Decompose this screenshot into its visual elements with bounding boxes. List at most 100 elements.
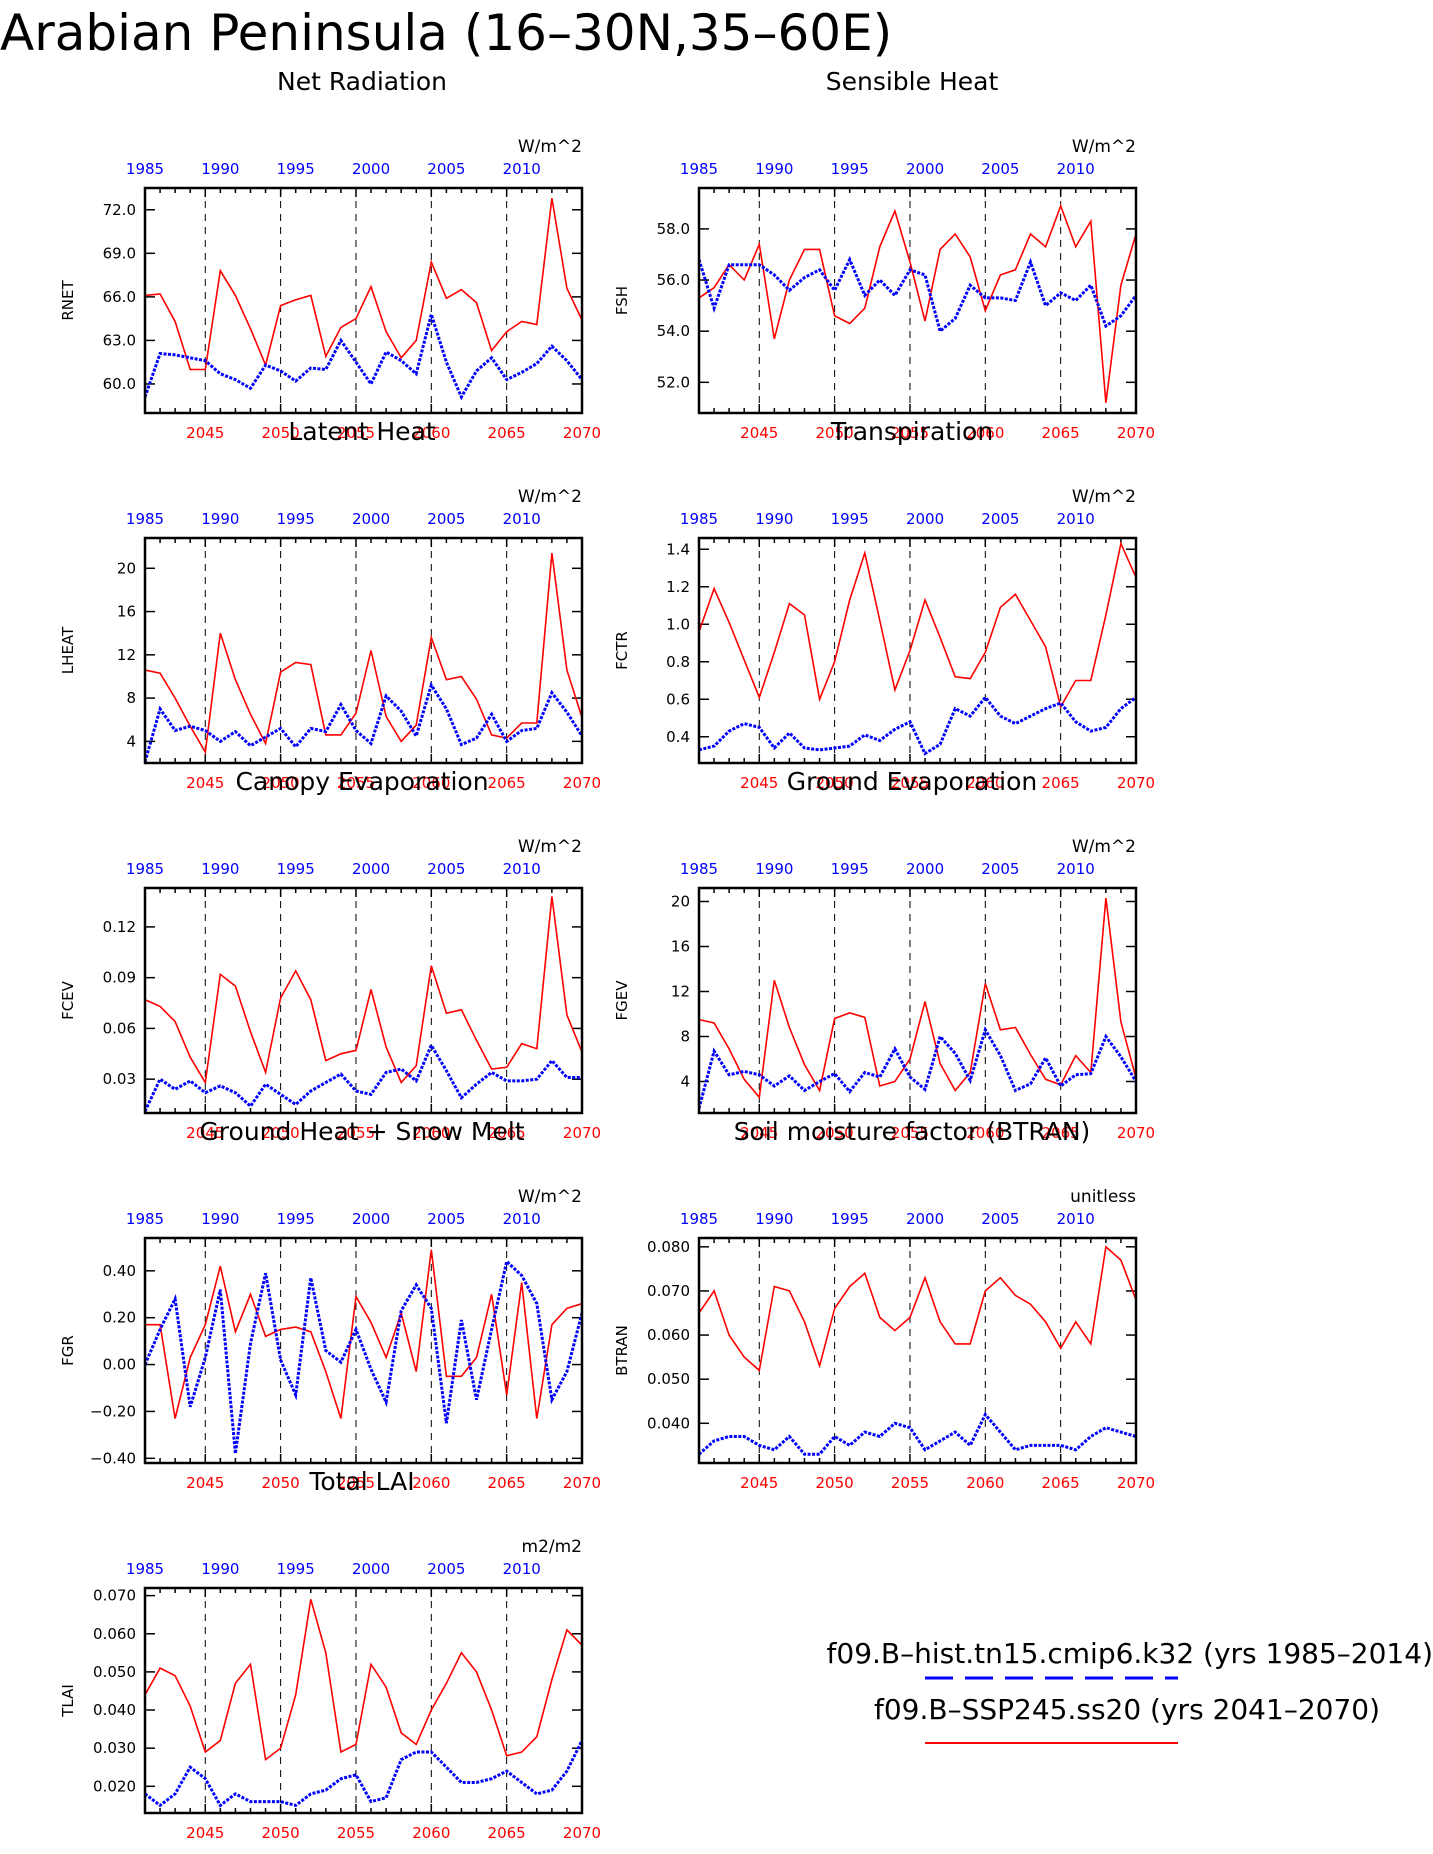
hist-year-tick-label: 2000 [352,860,390,878]
hist-series-line [699,695,1136,756]
hist-year-tick-label: 2010 [1057,1210,1095,1228]
y-axis-label: FCEV [59,980,77,1020]
hist-year-tick-label: 1990 [201,510,239,528]
plot-frame [143,186,584,415]
chart-title: Total LAI [308,1467,414,1496]
future-year-tick-label: 2070 [1117,1124,1155,1142]
y-tick-label: 16 [671,938,690,956]
y-tick-label: −0.20 [90,1402,136,1420]
units-label: W/m^2 [1072,837,1136,857]
hist-year-tick-label: 1990 [201,860,239,878]
hist-year-tick-label: 2010 [1057,160,1095,178]
y-axis-label: LHEAT [59,626,77,674]
future-year-tick-label: 2060 [966,1124,1004,1142]
hist-year-tick-label: 1985 [680,1210,718,1228]
hist-year-tick-label: 2000 [352,510,390,528]
y-axis-label: FCTR [613,631,631,670]
y-tick-label: 0.040 [647,1414,690,1432]
future-year-tick-label: 2060 [966,424,1004,442]
hist-year-tick-label: 2010 [503,510,541,528]
y-tick-label: 0.09 [103,969,136,987]
chart-title: Soil moisture factor (BTRAN) [734,1117,1091,1146]
y-tick-label: 63.0 [103,331,136,349]
plot-frame [697,886,1138,1115]
hist-year-tick-label: 2005 [427,860,465,878]
future-year-tick-label: 2070 [1117,424,1155,442]
hist-year-tick-label: 1985 [126,1210,164,1228]
chart-title: Ground Heat + Snow Melt [199,1117,524,1146]
future-year-tick-label: 2070 [563,774,601,792]
hist-year-tick-label: 2000 [352,1560,390,1578]
future-series-line [699,541,1136,709]
hist-year-tick-label: 2010 [503,160,541,178]
hist-series-line [145,308,582,401]
future-year-tick-label: 2065 [1042,1474,1080,1492]
plot-frame [143,886,584,1115]
chart-title: Net Radiation [277,67,447,96]
future-year-tick-label: 2065 [488,1824,526,1842]
hist-year-tick-label: 2000 [906,160,944,178]
y-tick-label: 0.020 [93,1777,136,1795]
hist-year-tick-label: 1990 [201,160,239,178]
units-label: W/m^2 [518,137,582,157]
future-year-tick-label: 2060 [412,1824,450,1842]
hist-year-tick-label: 2010 [503,1210,541,1228]
hist-year-tick-label: 2000 [906,510,944,528]
chart-title: Transpiration [830,417,993,446]
units-label: W/m^2 [518,1187,582,1207]
y-axis-label: BTRAN [613,1325,631,1376]
chart-panel-9: Total LAI m2/m2 2045 2050 2055 2060 2065 2070 19… [59,1467,601,1842]
future-year-tick-label: 2045 [186,1124,224,1142]
main-title: Arabian Peninsula (16–30N,35–60E) [0,4,892,62]
y-axis-label: FGR [59,1335,77,1366]
y-tick-label: 0.040 [93,1701,136,1719]
future-year-tick-label: 2045 [186,774,224,792]
future-series-line [699,203,1136,403]
y-tick-label: 72.0 [103,201,136,219]
future-year-tick-label: 2065 [488,1474,526,1492]
hist-year-tick-label: 1990 [755,510,793,528]
y-tick-label: 60.0 [103,375,136,393]
future-year-tick-label: 2060 [412,1124,450,1142]
y-tick-label: 0.030 [93,1739,136,1757]
y-tick-label: −0.40 [90,1449,136,1467]
hist-year-tick-label: 1995 [831,860,869,878]
hist-year-tick-label: 1995 [277,1210,315,1228]
y-tick-label: 20 [117,559,136,577]
plot-frame [143,1236,584,1465]
y-tick-label: 0.4 [666,728,690,746]
y-tick-label: 8 [126,689,136,707]
hist-year-tick-label: 1990 [201,1210,239,1228]
future-year-tick-label: 2060 [412,774,450,792]
hist-series-line [699,1026,1136,1109]
future-series-line [145,1599,582,1762]
hist-year-tick-label: 1990 [755,160,793,178]
hist-series-line [145,681,582,763]
y-tick-label: 0.060 [93,1625,136,1643]
future-year-tick-label: 2065 [1042,424,1080,442]
hist-year-tick-label: 2000 [352,1210,390,1228]
future-year-tick-label: 2055 [337,1824,375,1842]
future-series-line [145,198,582,371]
plot-frame [697,1236,1138,1465]
chart-panel-7: Ground Heat + Snow Melt W/m^2 2045 2050 2055… [59,1117,601,1492]
future-year-tick-label: 2045 [186,1474,224,1492]
y-tick-label: 0.060 [647,1326,690,1344]
hist-year-tick-label: 2005 [427,510,465,528]
future-year-tick-label: 2060 [966,774,1004,792]
hist-year-tick-label: 1990 [755,1210,793,1228]
future-year-tick-label: 2045 [740,1124,778,1142]
hist-year-tick-label: 2005 [981,160,1019,178]
future-year-tick-label: 2065 [488,774,526,792]
legend-hist-label: f09.B–hist.tn15.cmip6.k32 (yrs 1985–2014… [827,1637,1433,1670]
y-tick-label: 0.20 [103,1309,136,1327]
future-year-tick-label: 2050 [816,1124,854,1142]
future-year-tick-label: 2050 [262,424,300,442]
hist-year-tick-label: 1995 [277,1560,315,1578]
future-year-tick-label: 2055 [337,1124,375,1142]
future-year-tick-label: 2045 [740,424,778,442]
y-tick-label: 0.06 [103,1019,136,1037]
hist-year-tick-label: 2010 [503,1560,541,1578]
y-tick-label: 0.050 [647,1370,690,1388]
legend-future-label: f09.B–SSP245.ss20 (yrs 2041–2070) [874,1693,1380,1726]
